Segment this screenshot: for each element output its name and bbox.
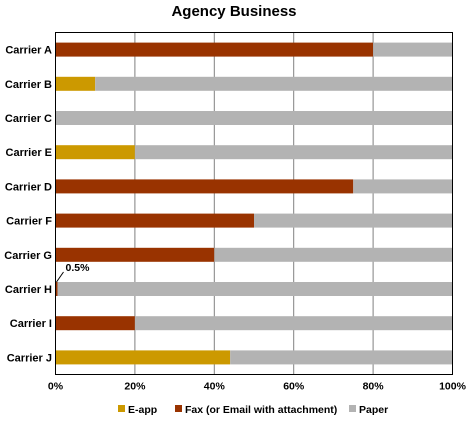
plot-area-border <box>55 32 453 375</box>
bar-carrier-b-e-app <box>55 76 96 91</box>
annotation-label: 0.5% <box>66 262 91 274</box>
bar-carrier-e-e-app <box>55 145 135 160</box>
category-label: Carrier A <box>5 45 52 57</box>
chart-title: Agency Business <box>171 3 296 20</box>
legend-swatch-e-app <box>118 405 125 412</box>
bar-carrier-f-paper <box>254 213 453 228</box>
category-label: Carrier H <box>5 284 52 296</box>
x-tick-label: 80% <box>363 381 385 393</box>
category-label: Carrier J <box>7 352 52 364</box>
annotation-leader-line <box>56 271 64 283</box>
bar-carrier-d-paper <box>353 179 453 194</box>
legend-label-fax-or-email-with-attachment: Fax (or Email with attachment) <box>185 404 337 416</box>
category-labels: Carrier A Carrier B Carrier C Carrier E Carr… <box>4 45 52 365</box>
legend-swatch-paper <box>349 405 356 412</box>
legend-label-paper: Paper <box>359 404 388 416</box>
bar-carrier-d-fax-or-email-with-attachment <box>55 179 354 194</box>
bar-carrier-e-paper <box>134 145 453 160</box>
x-tick-label: 60% <box>283 381 305 393</box>
x-tick-label: 20% <box>124 381 146 393</box>
category-label: Carrier C <box>5 113 52 125</box>
legend: E-app Fax (or Email with attachment) Paper <box>118 404 388 416</box>
legend-label-e-app: E-app <box>128 404 157 416</box>
bars <box>55 42 453 365</box>
category-label: Carrier D <box>5 181 52 193</box>
x-tick-label: 40% <box>204 381 226 393</box>
bar-carrier-a-paper <box>373 42 453 57</box>
bar-carrier-f-fax-or-email-with-attachment <box>55 213 254 228</box>
category-label: Carrier E <box>6 147 52 159</box>
bar-carrier-i-fax-or-email-with-attachment <box>55 316 135 331</box>
category-label: Carrier B <box>5 79 52 91</box>
bar-carrier-b-paper <box>95 76 453 91</box>
x-tick-label: 0% <box>48 381 64 393</box>
category-label: Carrier F <box>6 216 52 228</box>
category-label: Carrier G <box>4 250 52 262</box>
bar-carrier-c-paper <box>55 111 453 125</box>
bar-carrier-g-fax-or-email-with-attachment <box>55 247 215 262</box>
legend-swatch-fax-or-email-with-attachment <box>175 405 182 412</box>
bar-carrier-h-paper <box>57 282 453 296</box>
bar-carrier-j-paper <box>230 350 453 365</box>
bar-carrier-h-fax-or-email-with-attachment <box>55 282 58 296</box>
x-tick-label: 100% <box>439 381 467 393</box>
x-axis-tick-labels: 0% 20% 40% 60% 80% 100% <box>48 381 467 393</box>
bar-carrier-g-paper <box>214 247 453 262</box>
annotations: 0.5% <box>56 262 91 283</box>
bar-carrier-i-paper <box>134 316 453 331</box>
category-label: Carrier I <box>10 318 52 330</box>
bar-carrier-a-fax-or-email-with-attachment <box>55 42 374 57</box>
bar-carrier-j-e-app <box>55 350 231 365</box>
